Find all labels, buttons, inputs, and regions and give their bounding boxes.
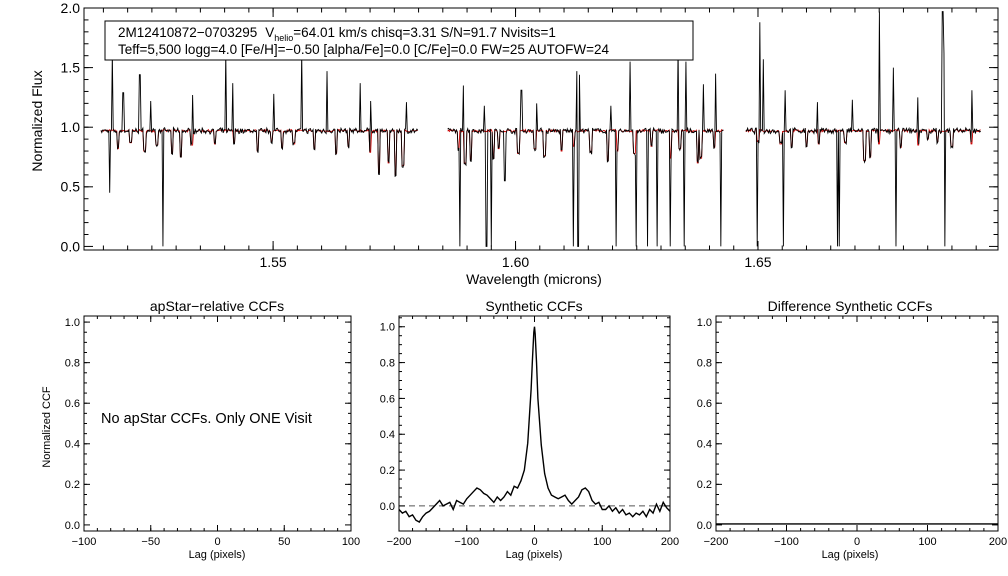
y-tick-label: 0.8 (380, 357, 395, 369)
difference-ccf-x-axis-label: Lag (pixels) (822, 549, 879, 561)
x-tick-label: 0 (531, 536, 537, 548)
legend-line-1-rest: =64.01 km/s chisq=3.31 S/N=91.7 Nvisits=… (293, 25, 556, 40)
y-tick-label: 0.4 (380, 429, 395, 441)
y-tick-label: 1.0 (380, 322, 395, 334)
x-tick-label: −100 (774, 536, 799, 548)
y-tick-label: 1.5 (61, 60, 81, 76)
y-tick-label: 0.0 (380, 501, 395, 513)
synthetic-ccf-ticks: −200 −100 0 100 200 0.0 0.2 0.4 0.6 0.8 1.0 (380, 316, 679, 548)
observed-spectrum-line (100, 11, 981, 247)
x-tick-label: −100 (454, 536, 479, 548)
difference-ccf-panel: Difference Synthetic CCFs −200 −100 0 100 20… (697, 298, 1007, 561)
apstar-ccf-title: apStar−relative CCFs (150, 298, 284, 314)
legend-line-1: 2M12410872−0703295 Vhelio=64.01 km/s chis… (118, 25, 556, 43)
legend-vhelio-symbol: V (265, 25, 274, 40)
apstar-ccf-panel: apStar−relative CCFs −100 −50 0 50 100 0.0 0.2… (41, 298, 360, 561)
y-tick-label: 0.6 (380, 393, 395, 405)
y-tick-label: 1.0 (65, 317, 80, 329)
y-tick-label: 1.0 (697, 317, 712, 329)
x-tick-label: 1.55 (259, 254, 286, 270)
y-tick-label: 2.0 (61, 0, 81, 16)
legend-star-id: 2M12410872−0703295 (118, 25, 257, 40)
x-tick-label: 0 (214, 536, 220, 548)
y-tick-label: 0.8 (65, 358, 80, 370)
spectrum-y-axis-label: Normalized Flux (29, 70, 45, 171)
x-tick-label: 100 (342, 536, 360, 548)
x-tick-label: 200 (661, 536, 679, 548)
spectrum-x-axis-label: Wavelength (microns) (466, 271, 602, 287)
x-tick-label: 1.65 (744, 254, 771, 270)
spectrum-traces (100, 11, 981, 247)
ccf-y-axis-label: Normalized CCF (41, 386, 53, 468)
y-tick-label: 0.4 (65, 439, 80, 451)
y-tick-label: 0.0 (65, 520, 80, 532)
difference-ccf-title: Difference Synthetic CCFs (768, 298, 933, 314)
y-tick-label: 0.2 (697, 479, 712, 491)
y-tick-label: 0.5 (61, 179, 81, 195)
x-tick-label: 50 (278, 536, 290, 548)
x-tick-label: 200 (989, 536, 1007, 548)
x-tick-label: −200 (387, 536, 412, 548)
y-tick-label: 0.0 (61, 238, 81, 254)
legend-vhelio-subscript: helio (274, 33, 293, 43)
model-spectrum-line (100, 127, 981, 176)
apstar-ccf-ticks: −100 −50 0 50 100 0.0 0.2 0.4 0.6 0.8 1.0 (65, 316, 360, 548)
y-tick-label: 0.8 (697, 358, 712, 370)
spectrum-plot-frame (83, 7, 999, 251)
apstar-ccf-annotation: No apStar CCFs. Only ONE Visit (101, 411, 312, 427)
x-tick-label: −100 (72, 536, 97, 548)
x-tick-label: −200 (704, 536, 729, 548)
y-tick-label: 0.2 (65, 479, 80, 491)
y-tick-label: 0.2 (380, 465, 395, 477)
synthetic-ccf-frame (398, 315, 671, 532)
spectrum-x-ticks: 1.55 1.60 1.65 0.0 0.5 1.0 1.5 2.0 (61, 0, 998, 270)
x-tick-label: 100 (593, 536, 611, 548)
synthetic-ccf-x-axis-label: Lag (pixels) (506, 549, 563, 561)
synthetic-ccf-line (398, 326, 671, 523)
y-tick-label: 0.6 (65, 398, 80, 410)
y-tick-label: 0.6 (697, 398, 712, 410)
spectrum-legend: 2M12410872−0703295 Vhelio=64.01 km/s chis… (104, 20, 694, 61)
y-tick-label: 1.0 (61, 119, 81, 135)
x-tick-label: 0 (854, 536, 860, 548)
legend-line-2: Teff=5,500 logg=4.0 [Fe/H]=−0.50 [alpha/… (118, 42, 610, 57)
x-tick-label: 100 (918, 536, 936, 548)
synthetic-ccf-title: Synthetic CCFs (485, 298, 582, 314)
x-tick-label: 1.60 (502, 254, 529, 270)
difference-ccf-ticks: −200 −100 0 100 200 0.0 0.2 0.4 0.6 0.8 1.0 (697, 316, 1007, 548)
spectrum-panel: 1.55 1.60 1.65 0.0 0.5 1.0 1.5 2.0 Wavelength (… (29, 0, 999, 287)
difference-ccf-frame (715, 315, 999, 532)
synthetic-ccf-panel: Synthetic CCFs −200 −100 0 100 200 0.0 0.2 0.4 0… (380, 298, 679, 561)
legend-box (104, 20, 694, 61)
y-tick-label: 0.4 (697, 439, 712, 451)
y-tick-label: 0.0 (697, 520, 712, 532)
x-tick-label: −50 (141, 536, 160, 548)
apstar-ccf-x-axis-label: Lag (pixels) (189, 549, 246, 561)
